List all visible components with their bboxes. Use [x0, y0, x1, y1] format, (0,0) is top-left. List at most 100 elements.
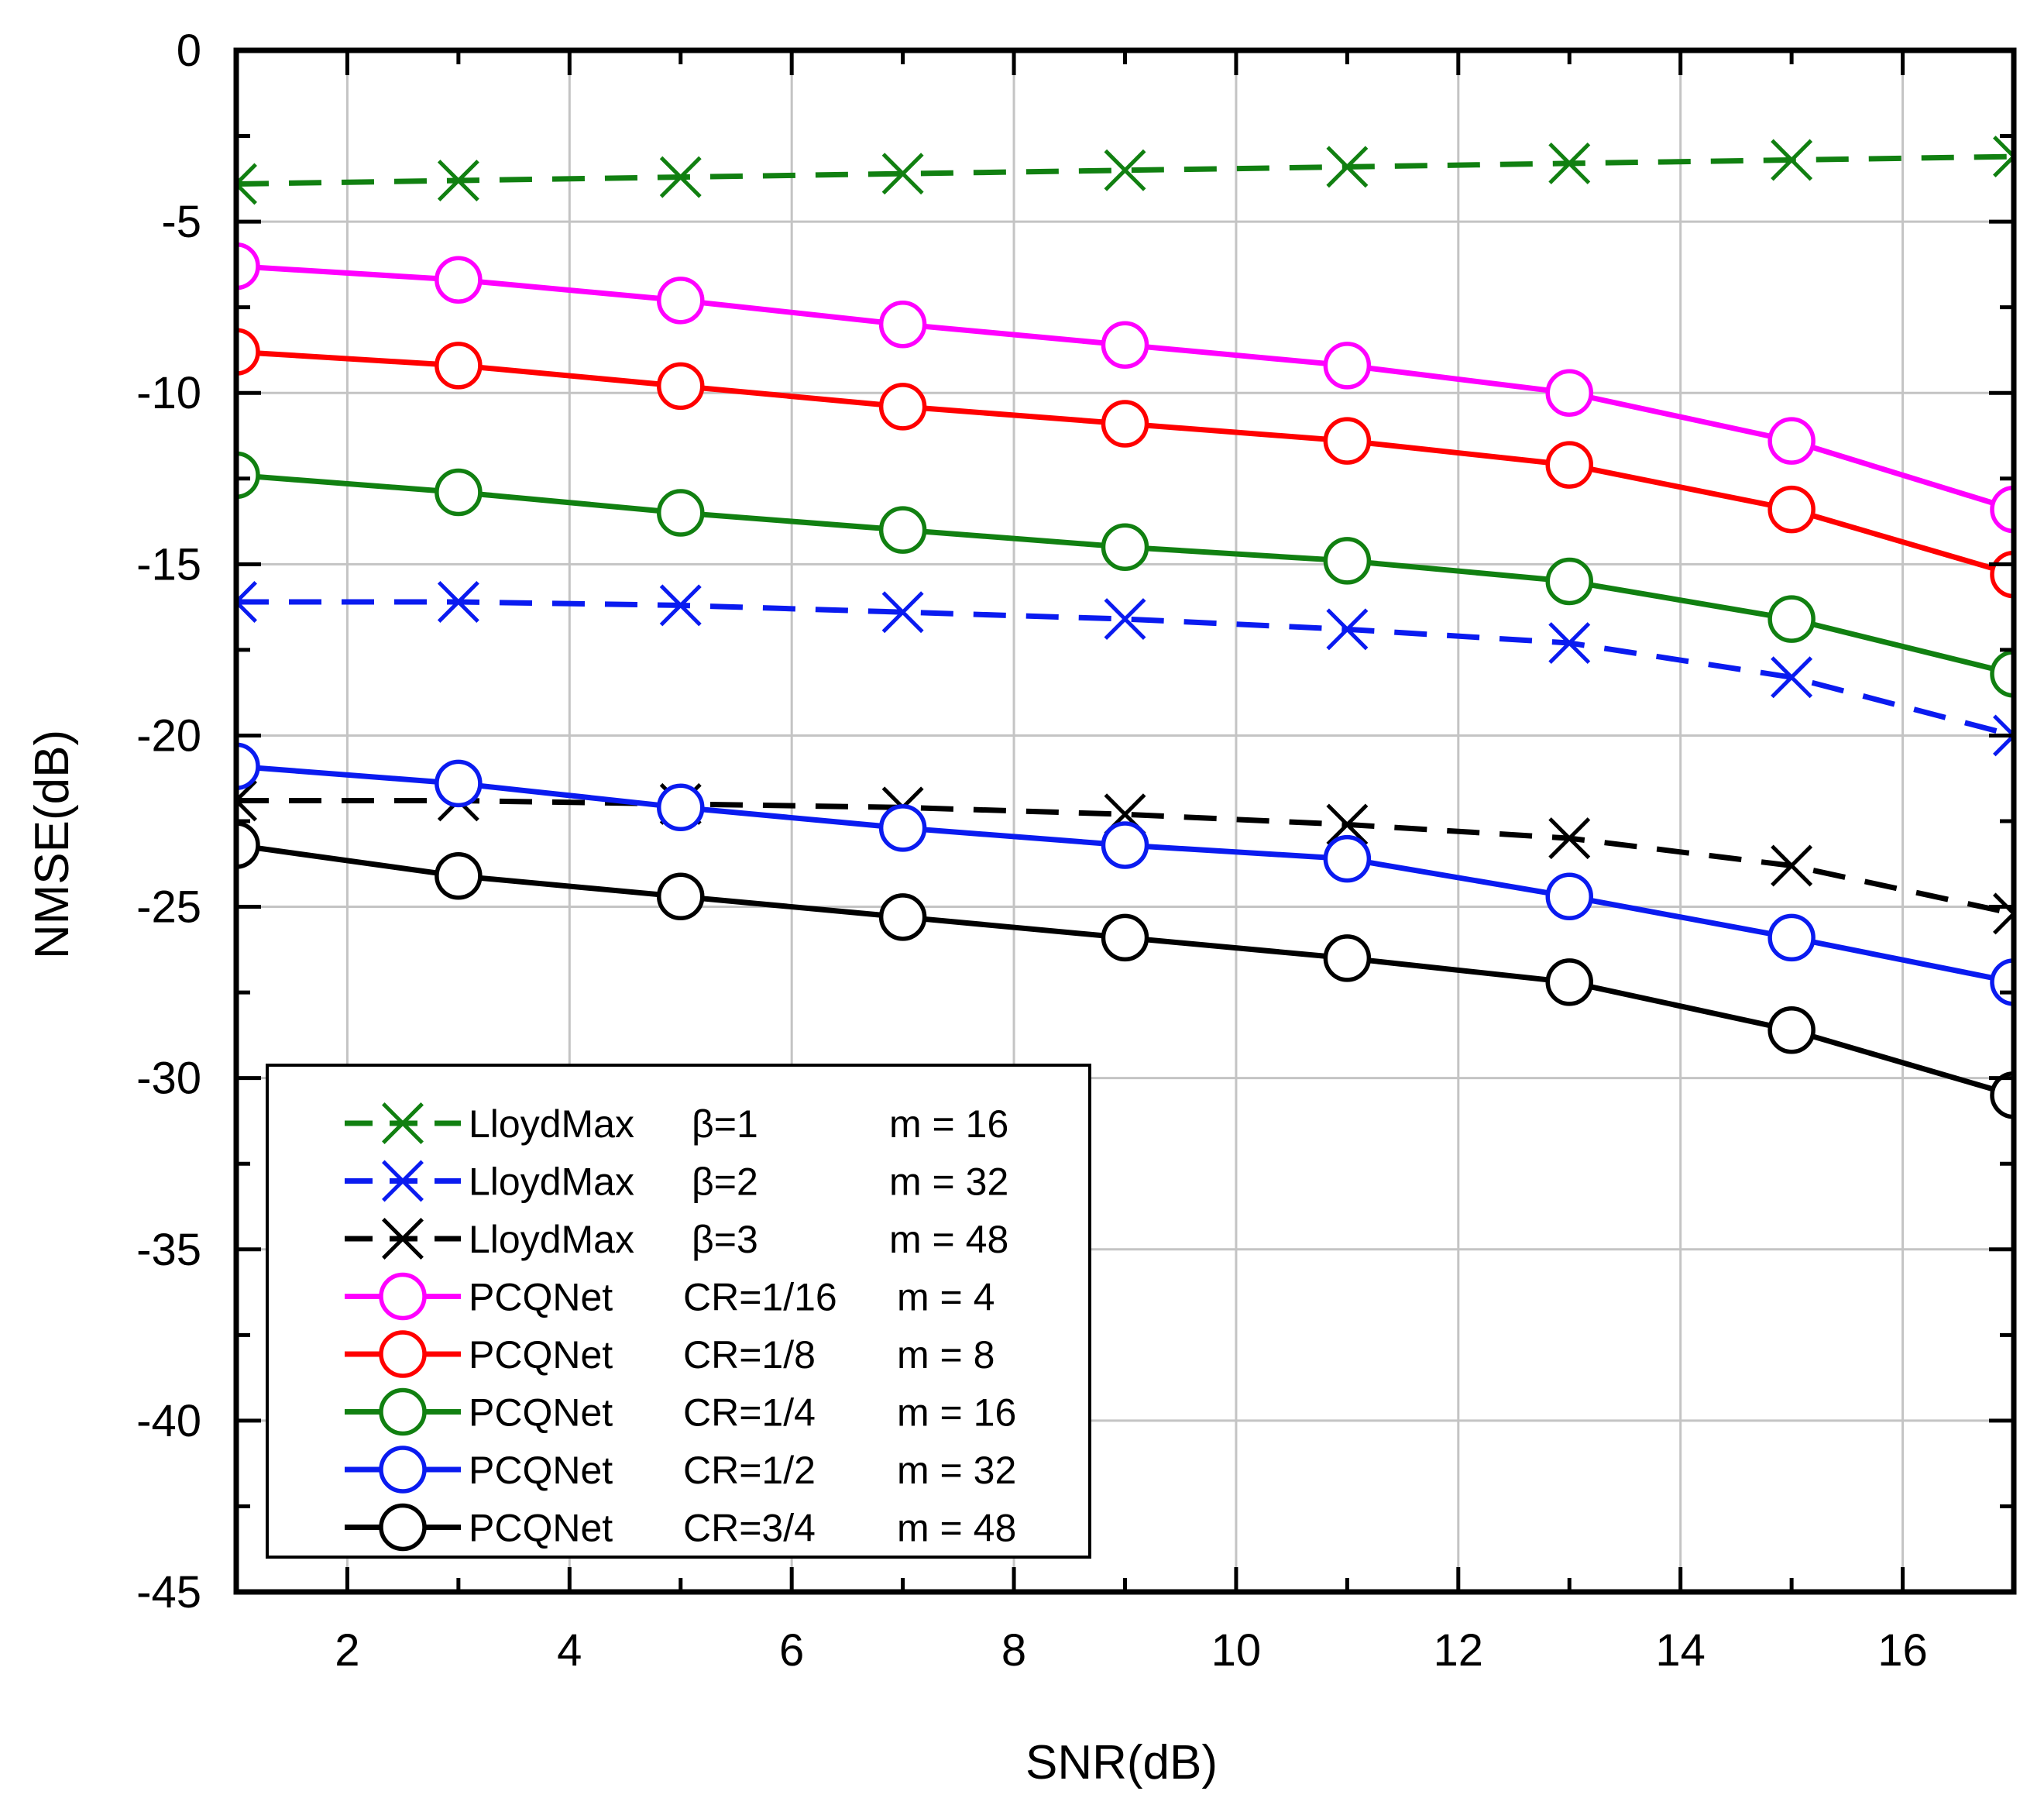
y-tick-label: -45	[136, 1567, 201, 1618]
marker-stroke	[382, 1160, 424, 1202]
y-axis-title: NMSE(dB)	[26, 730, 79, 959]
marker-stroke	[1326, 608, 1369, 651]
data-point	[1990, 1071, 2014, 1119]
data-point	[657, 362, 705, 411]
series-2	[236, 581, 2014, 757]
data-point	[1104, 598, 1146, 641]
y-tick-label: -25	[136, 882, 201, 933]
data-point	[1548, 142, 1591, 184]
x-tick-label: 16	[1877, 1625, 1928, 1676]
marker-stroke	[236, 581, 257, 605]
data-point	[878, 383, 927, 431]
series-line	[236, 842, 2014, 1098]
series-8	[236, 821, 2014, 1119]
x-tick-label: 2	[335, 1625, 359, 1676]
data-point	[236, 328, 260, 376]
data-point	[1545, 441, 1593, 489]
series-line	[236, 599, 2014, 738]
data-point	[878, 301, 927, 349]
data-point	[657, 489, 705, 537]
x-tick-label: 12	[1434, 1625, 1484, 1676]
series-line	[236, 472, 2014, 677]
legend-entry: PCQNet CR=1/8 m = 8	[345, 1330, 995, 1378]
legend-method: PCQNet	[469, 1507, 613, 1550]
y-tick-label: -20	[136, 710, 201, 761]
data-point	[1101, 321, 1149, 370]
x-tick-label: 4	[557, 1625, 582, 1676]
marker-stroke	[1104, 149, 1146, 191]
series-5	[236, 328, 2014, 599]
marker-stroke	[382, 1102, 424, 1144]
legend-m: m = 16	[889, 1102, 1008, 1146]
marker-stroke	[1326, 803, 1369, 846]
legend-swatch-marker	[379, 1272, 427, 1321]
data-point	[1545, 369, 1593, 417]
data-point	[236, 821, 260, 869]
data-point	[437, 581, 479, 623]
marker-stroke	[1548, 142, 1591, 184]
marker-stroke	[236, 797, 257, 822]
data-point	[657, 783, 705, 832]
legend-entry: PCQNet CR=1/2 m = 32	[345, 1446, 1016, 1494]
data-point	[435, 759, 483, 808]
y-tick-label: -40	[136, 1396, 201, 1446]
data-point	[1771, 139, 1813, 181]
data-point	[437, 160, 479, 202]
y-tick-label: -35	[136, 1225, 201, 1275]
data-point	[236, 581, 257, 623]
legend-param: β=2	[692, 1160, 758, 1204]
data-point	[435, 342, 483, 390]
plot-series	[236, 136, 2014, 1119]
legend-method: LloydMax	[469, 1218, 634, 1261]
legend-swatch-marker	[382, 1102, 424, 1144]
marker-stroke	[1771, 656, 1813, 699]
marker-stroke	[437, 160, 479, 202]
x-tick-label: 6	[779, 1625, 804, 1676]
data-point	[1326, 803, 1369, 846]
data-point	[236, 451, 260, 500]
legend-m: m = 48	[889, 1218, 1008, 1261]
data-point	[236, 242, 260, 290]
legend-entry: PCQNet CR=1/4 m = 16	[345, 1387, 1016, 1436]
series-line	[236, 153, 2014, 187]
data-point	[435, 256, 483, 304]
marker-stroke	[1993, 153, 2014, 178]
data-point	[1767, 913, 1816, 962]
marker-stroke	[236, 163, 257, 187]
legend-swatch-marker	[379, 1330, 427, 1378]
data-point	[1990, 485, 2014, 534]
data-point	[1548, 817, 1591, 860]
legend-swatch-marker	[382, 1160, 424, 1202]
legend-m: m = 48	[897, 1507, 1016, 1550]
data-point	[1545, 958, 1593, 1006]
marker-stroke	[881, 591, 924, 634]
data-point	[1548, 622, 1591, 665]
data-point	[1993, 892, 2014, 935]
data-point	[1323, 417, 1372, 465]
data-point	[1545, 872, 1593, 921]
marker-stroke	[236, 599, 257, 623]
x-tick-label: 8	[1001, 1625, 1026, 1676]
legend-method: PCQNet	[469, 1391, 613, 1435]
legend-entry: PCQNet CR=1/16 m = 4	[345, 1272, 995, 1321]
marker-stroke	[1993, 136, 2014, 160]
legend-entry: PCQNet CR=3/4 m = 48	[345, 1503, 1016, 1552]
legend-m: m = 32	[889, 1160, 1008, 1204]
legend-entry: LloydMax β=3 m = 48	[345, 1218, 1008, 1261]
marker-stroke	[437, 581, 479, 623]
legend-m: m = 8	[897, 1333, 995, 1377]
data-point	[1104, 149, 1146, 191]
data-point	[1990, 650, 2014, 698]
data-point	[1101, 913, 1149, 962]
marker-stroke	[659, 584, 702, 627]
marker-stroke	[1548, 817, 1591, 860]
legend-param: CR=1/4	[683, 1391, 816, 1435]
legend-entry: LloydMax β=1 m = 16	[345, 1102, 1008, 1146]
series-4	[236, 242, 2014, 534]
marker-stroke	[1771, 139, 1813, 181]
x-tick-label: 14	[1655, 1625, 1706, 1676]
data-point	[236, 163, 257, 205]
marker-stroke	[659, 156, 702, 198]
data-point	[1993, 714, 2014, 757]
